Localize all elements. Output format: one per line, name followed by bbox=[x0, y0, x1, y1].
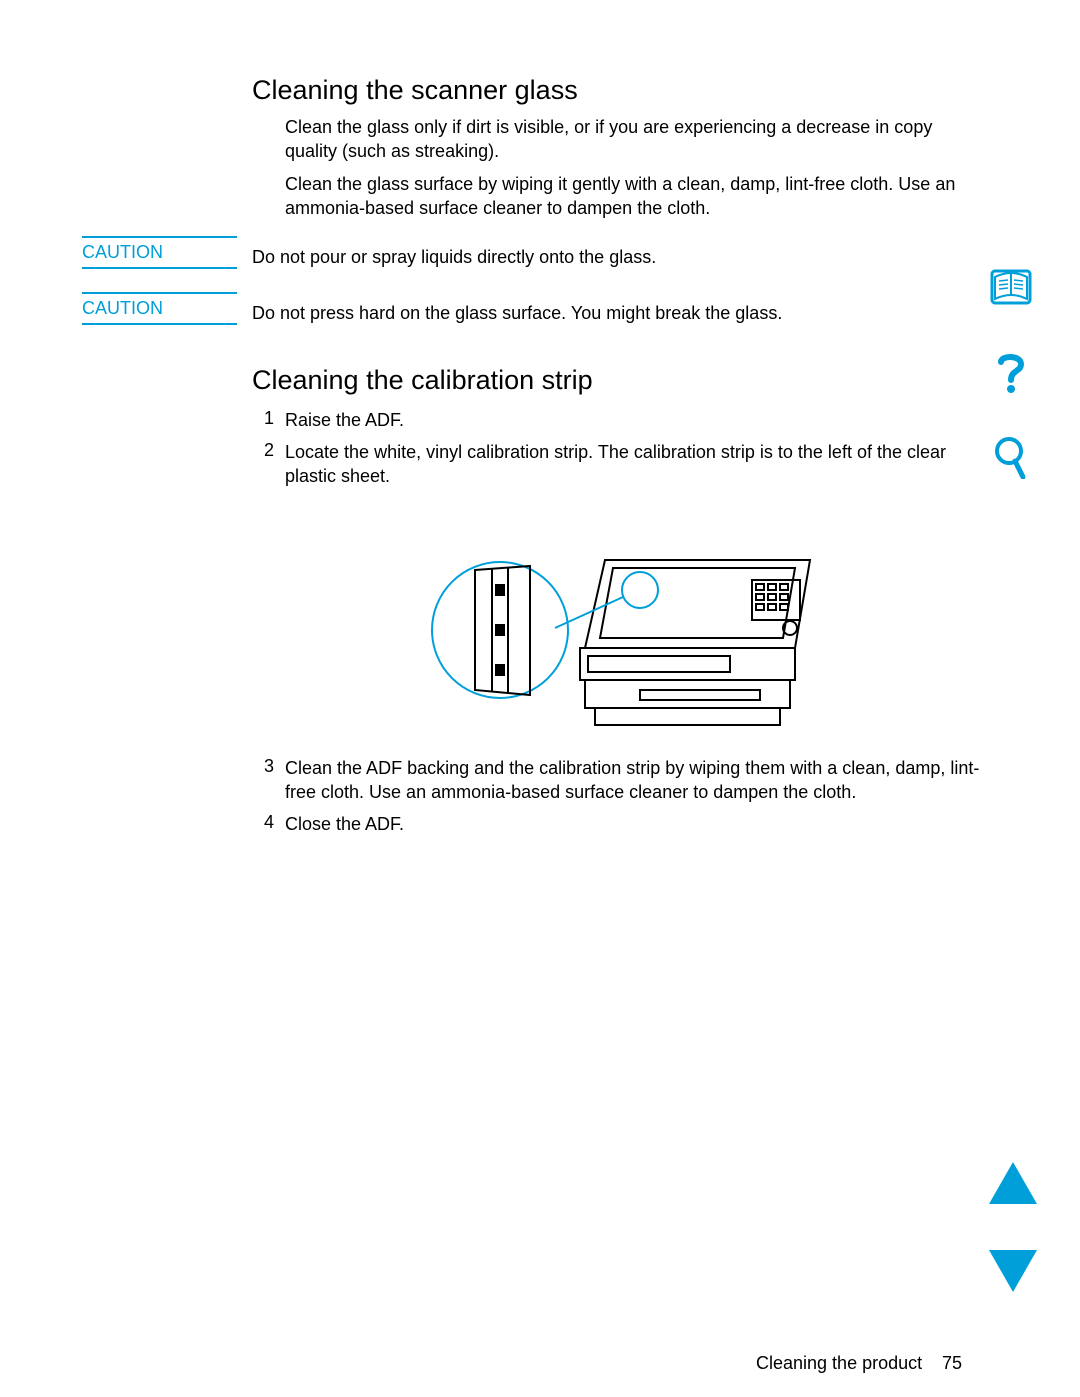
book-icon[interactable] bbox=[989, 265, 1033, 309]
step-num-1: 1 bbox=[258, 408, 274, 429]
para-scanner-2: Clean the glass surface by wiping it gen… bbox=[285, 172, 985, 220]
caution-text-2: Do not press hard on the glass surface. … bbox=[252, 301, 952, 325]
footer-section-title: Cleaning the product bbox=[756, 1353, 922, 1374]
para-scanner-1: Clean the glass only if dirt is visible,… bbox=[285, 115, 965, 163]
step-text-1: Raise the ADF. bbox=[285, 408, 965, 432]
step-text-2: Locate the white, vinyl calibration stri… bbox=[285, 440, 985, 488]
calibration-diagram bbox=[430, 530, 830, 730]
heading-scanner-glass: Cleaning the scanner glass bbox=[252, 75, 578, 106]
page-down-icon[interactable] bbox=[989, 1250, 1037, 1292]
caution-label-1: CAUTION bbox=[82, 236, 237, 269]
step-num-3: 3 bbox=[258, 756, 274, 777]
step-num-4: 4 bbox=[258, 812, 274, 833]
step-text-3: Clean the ADF backing and the calibratio… bbox=[285, 756, 985, 804]
heading-calibration-strip: Cleaning the calibration strip bbox=[252, 365, 593, 396]
search-icon[interactable] bbox=[989, 435, 1033, 479]
step-num-2: 2 bbox=[258, 440, 274, 461]
caution-label-2: CAUTION bbox=[82, 292, 237, 325]
footer-page-number: 75 bbox=[942, 1353, 962, 1374]
step-text-4: Close the ADF. bbox=[285, 812, 965, 836]
caution-text-1: Do not pour or spray liquids directly on… bbox=[252, 245, 952, 269]
help-icon[interactable] bbox=[989, 350, 1033, 394]
page-up-icon[interactable] bbox=[989, 1162, 1037, 1204]
